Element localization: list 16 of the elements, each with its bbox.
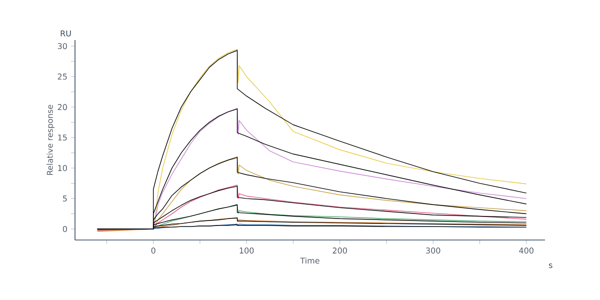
y-tick-label: 15 [58, 134, 67, 141]
y-tick-label: 25 [58, 74, 67, 80]
text: s [548, 264, 552, 268]
y-tick-label: 10 [58, 165, 67, 172]
x-tick-label: 100 [240, 248, 254, 254]
y-tick-label: 5 [62, 196, 67, 202]
x-tick-label: 0 [151, 248, 156, 254]
y-tick-label: 0 [62, 226, 67, 232]
x-axis-title: Time [300, 257, 320, 264]
y-tick-label: 20 [58, 104, 67, 110]
x-tick-label: 200 [332, 248, 347, 254]
y-axis-title: Relative response [46, 104, 54, 175]
x-tick-label: 400 [519, 248, 534, 254]
x-tick-label: 300 [426, 248, 440, 254]
y-tick-label: 30 [58, 43, 67, 50]
text: RU [60, 30, 71, 36]
